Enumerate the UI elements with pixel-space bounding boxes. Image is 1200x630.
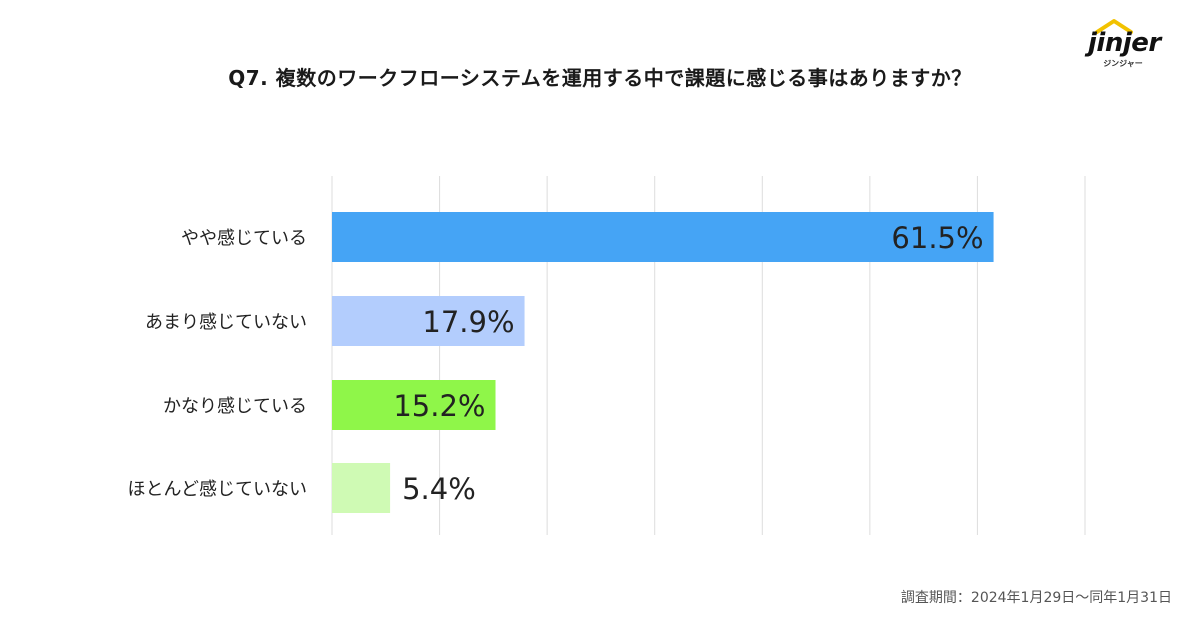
category-label: ほとんど感じていない	[128, 479, 307, 500]
category-label: やや感じている	[181, 228, 307, 249]
bar	[332, 380, 496, 430]
roof-icon	[1095, 19, 1133, 34]
logo-subtitle: ジンジャー	[1103, 59, 1143, 68]
survey-period-note: 調査期間：2024年1月29日〜同年1月31日	[900, 590, 1172, 606]
bar	[332, 212, 994, 262]
value-label: 61.5%	[891, 221, 983, 255]
value-label: 17.9%	[422, 305, 514, 339]
jinjer-logo: jinjer ジンジャー	[1088, 18, 1161, 70]
bar	[332, 463, 391, 513]
bar	[332, 296, 525, 346]
logo-wordmark: jinjer	[1088, 28, 1161, 58]
value-label: 5.4%	[402, 472, 476, 506]
value-label: 15.2%	[393, 389, 485, 423]
category-label: かなり感じている	[163, 396, 307, 417]
chart-title: Q7. 複数のワークフローシステムを運用する中で課題に感じる事はありますか？	[228, 66, 972, 90]
category-label: あまり感じていない	[145, 312, 307, 333]
